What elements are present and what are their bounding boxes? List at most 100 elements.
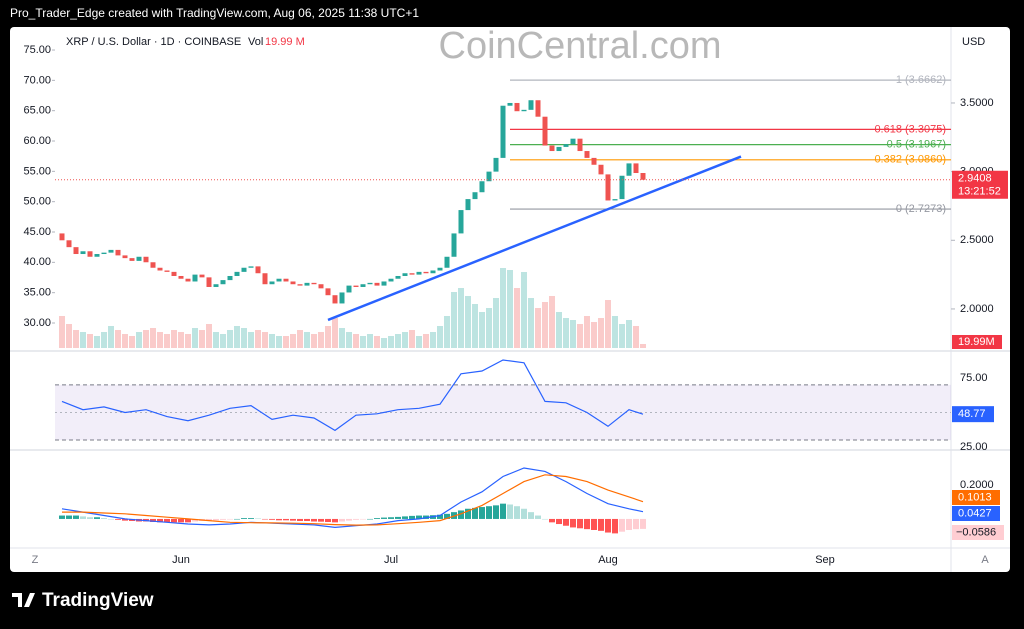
candle-body <box>304 282 310 286</box>
volume-bar <box>143 330 149 348</box>
candle-body <box>290 281 296 285</box>
candle-body <box>248 266 254 268</box>
y-tick-label: 2.5000 <box>960 234 994 246</box>
volume-bar <box>101 332 107 348</box>
macd-histogram-bar <box>542 518 548 520</box>
macd-histogram-bar <box>633 518 639 530</box>
volume-bar <box>262 332 268 348</box>
volume-bar <box>395 334 401 348</box>
volume-bar <box>346 332 352 348</box>
candle-body <box>612 199 618 201</box>
macd-histogram-bar <box>388 517 394 519</box>
macd-histogram-bar <box>640 518 646 529</box>
macd-histogram-bar <box>325 518 331 523</box>
candle-body <box>220 280 226 285</box>
candle-body <box>549 145 555 152</box>
candle-body <box>227 275 233 281</box>
candle-body <box>465 199 471 211</box>
candle-body <box>199 274 205 278</box>
volume-bar <box>276 336 282 348</box>
volume-bar <box>213 332 219 348</box>
candle-body <box>619 175 625 200</box>
volume-bar <box>73 330 79 348</box>
volume-bar <box>416 336 422 348</box>
candle-body <box>157 267 163 271</box>
volume-bar <box>234 326 240 348</box>
candle-body <box>213 284 219 287</box>
macd-histogram-bar <box>59 515 65 519</box>
price-tag-value: 2.9408 <box>958 173 992 185</box>
fib-label: 0.618 (3.3075) <box>874 123 946 135</box>
fib-label: 0.382 (3.0860) <box>874 154 946 166</box>
macd-histogram-bar <box>549 518 555 523</box>
volume-tag-label: 19.99M <box>958 336 995 348</box>
macd-histogram-bar <box>605 518 611 533</box>
candle-body <box>500 105 506 158</box>
volume-bar <box>185 334 191 348</box>
candle-body <box>626 163 632 176</box>
macd-histogram-bar <box>290 518 296 521</box>
volume-bar <box>108 326 114 348</box>
candle-body <box>332 295 338 304</box>
candle-body <box>640 173 646 180</box>
macd-histogram-bar <box>577 518 583 529</box>
macd-histogram-bar <box>612 518 618 534</box>
chart-panel <box>10 27 1010 572</box>
candle-body <box>171 271 177 276</box>
volume-bar <box>171 330 177 348</box>
volume-bar <box>136 332 142 348</box>
candle-body <box>458 210 464 234</box>
macd-histogram-bar <box>108 518 114 520</box>
volume-bar <box>360 336 366 348</box>
volume-bar <box>374 336 380 348</box>
macd-histogram-bar <box>255 518 261 519</box>
price-tag-countdown: 13:21:52 <box>958 186 1001 198</box>
volume-bar <box>458 288 464 348</box>
y2-tick-label: 45.00 <box>23 226 51 238</box>
macd-histogram-bar <box>164 518 170 523</box>
volume-bar <box>591 322 597 348</box>
corner-label[interactable]: A <box>981 554 989 566</box>
signal-line <box>62 474 644 526</box>
volume-bar <box>255 330 261 348</box>
volume-bar <box>206 324 212 348</box>
candle-body <box>353 285 359 287</box>
currency-button[interactable]: USD <box>962 36 985 48</box>
candle-body <box>178 275 184 279</box>
macd-histogram-bar <box>493 505 499 519</box>
candle-body <box>528 100 534 110</box>
candle-body <box>598 164 604 175</box>
macd-histogram-bar <box>591 518 597 530</box>
candle-body <box>339 292 345 304</box>
y2-tick-label: 75.00 <box>23 44 51 56</box>
candle-body <box>521 109 527 112</box>
candle-body <box>346 285 352 293</box>
volume-bar <box>542 302 548 348</box>
candle-body <box>563 144 569 147</box>
x-tick-label: Sep <box>815 554 835 566</box>
candle-body <box>402 273 408 276</box>
candle-body <box>269 281 275 285</box>
macd-histogram-bar <box>248 518 254 519</box>
candle-body <box>507 102 513 106</box>
trendline <box>327 155 742 322</box>
macd-histogram-bar <box>395 516 401 519</box>
header-text: Pro_Trader_Edge created with TradingView… <box>10 6 419 20</box>
macd-histogram-bar <box>584 518 590 530</box>
macd-histogram-bar <box>507 504 513 519</box>
volume-bar <box>199 330 205 348</box>
volume-bar <box>220 334 226 348</box>
macd-histogram-bar <box>213 518 219 521</box>
candle-body <box>94 254 100 257</box>
macd-histogram-bar <box>598 518 604 531</box>
corner-label[interactable]: Z <box>32 554 39 566</box>
macd-histogram-bar <box>437 514 443 519</box>
candle-body <box>374 282 380 286</box>
volume-bar <box>563 318 569 348</box>
candle-body <box>605 174 611 201</box>
candle-body <box>570 138 576 145</box>
x-tick-label: Aug <box>598 554 618 566</box>
macd-histogram-bar <box>101 518 107 519</box>
volume-bar <box>304 332 310 348</box>
